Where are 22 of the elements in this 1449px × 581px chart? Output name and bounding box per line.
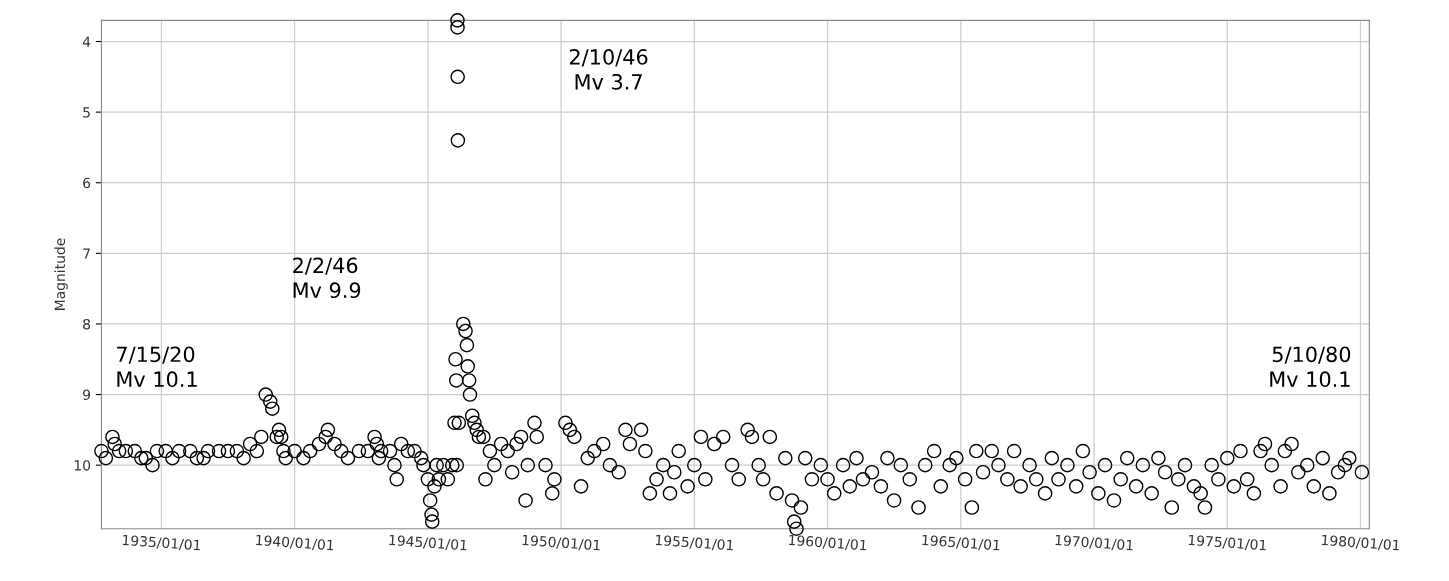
x-tick-label: 1980/01/01 bbox=[1321, 534, 1400, 552]
y-tick-label: 7 bbox=[83, 248, 90, 259]
y-tick-label: 6 bbox=[83, 177, 91, 189]
x-tick-label: 1935/01/01 bbox=[122, 534, 201, 552]
x-tick-label: 1965/01/01 bbox=[922, 534, 1000, 552]
x-tick-label: 1945/01/01 bbox=[389, 534, 467, 552]
x-tick-label: 1975/01/01 bbox=[1188, 534, 1267, 552]
x-tick-label: 1955/01/01 bbox=[655, 534, 734, 552]
x-tick-label: 1960/01/01 bbox=[788, 534, 867, 552]
y-axis-title: Magnitude bbox=[54, 238, 68, 310]
x-tick-label: 1970/01/01 bbox=[1055, 534, 1134, 552]
annotation: 7/15/20 Mv 10.1 bbox=[117, 346, 197, 388]
x-tick-label: 1940/01/01 bbox=[255, 534, 334, 552]
x-tick-label: 1950/01/01 bbox=[522, 534, 601, 552]
y-tick-label: 4 bbox=[82, 36, 91, 47]
annotation: 2/10/46 Mv 3.7 bbox=[569, 49, 648, 90]
annotation: 2/2/46 Mv 9.9 bbox=[293, 257, 361, 299]
y-tick-label: 10 bbox=[74, 460, 91, 471]
y-tick-label: 8 bbox=[83, 318, 91, 330]
annotation: 5/10/80 Mv 10.1 bbox=[1270, 346, 1351, 388]
y-tick-label: 9 bbox=[83, 389, 91, 401]
y-tick-label: 5 bbox=[83, 107, 90, 118]
